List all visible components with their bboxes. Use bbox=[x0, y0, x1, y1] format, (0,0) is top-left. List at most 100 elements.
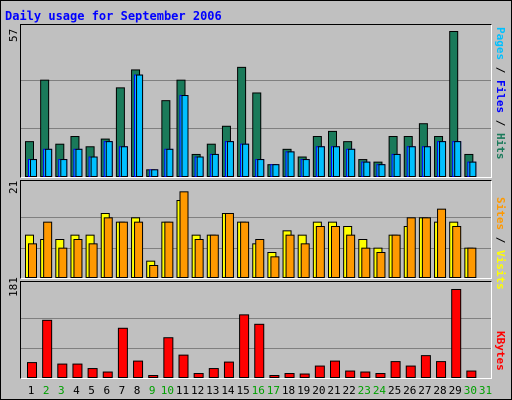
bar-kbytes-day-16 bbox=[254, 323, 265, 378]
bar-sites-day-16 bbox=[255, 239, 265, 278]
y-max-label-sites: 21 bbox=[7, 180, 20, 194]
bar-kbytes-day-13 bbox=[208, 368, 219, 378]
bar-pages-day-21 bbox=[333, 146, 340, 177]
bar-pages-day-15 bbox=[242, 143, 250, 177]
day-label: 18 bbox=[282, 384, 295, 397]
day-label: 30 bbox=[464, 384, 477, 397]
bar-kbytes-day-19 bbox=[299, 373, 310, 378]
bar-pages-day-30 bbox=[469, 161, 477, 177]
bar-sites-day-28 bbox=[437, 208, 447, 278]
bar-pages-day-8 bbox=[136, 74, 144, 177]
day-label: 24 bbox=[373, 384, 387, 397]
legend-segment: / bbox=[494, 60, 507, 80]
bar-pages-day-19 bbox=[302, 159, 310, 177]
bar-sites-day-15 bbox=[240, 221, 250, 278]
bar-sites-day-22 bbox=[346, 234, 356, 278]
day-label: 4 bbox=[73, 384, 80, 397]
bar-pages-day-20 bbox=[317, 146, 325, 177]
bar-sites-day-6 bbox=[103, 217, 113, 278]
bar-sites-day-5 bbox=[88, 243, 98, 278]
bar-sites-day-29 bbox=[452, 226, 462, 278]
day-label: 25 bbox=[388, 384, 401, 397]
day-label: 17 bbox=[267, 384, 280, 397]
bar-kbytes-day-8 bbox=[133, 360, 144, 378]
bar-sites-day-18 bbox=[285, 234, 295, 278]
bar-pages-day-6 bbox=[105, 141, 113, 177]
day-label: 14 bbox=[221, 384, 235, 397]
kbytes-panel bbox=[20, 281, 492, 379]
bar-pages-day-12 bbox=[196, 156, 204, 177]
day-label: 2 bbox=[43, 384, 50, 397]
legend-segment: Visits bbox=[494, 250, 507, 290]
bar-kbytes-day-22 bbox=[345, 370, 356, 378]
kbytes-chart bbox=[21, 288, 491, 378]
bar-sites-day-26 bbox=[406, 217, 416, 278]
day-label: 9 bbox=[149, 384, 156, 397]
bar-pages-day-2 bbox=[45, 148, 53, 177]
bar-sites-day-17 bbox=[270, 256, 280, 278]
day-label: 11 bbox=[176, 384, 189, 397]
bar-pages-day-25 bbox=[393, 153, 401, 177]
day-label: 5 bbox=[88, 384, 95, 397]
day-label: 26 bbox=[403, 384, 416, 397]
bar-pages-day-29 bbox=[454, 141, 462, 177]
bar-kbytes-day-24 bbox=[375, 373, 386, 378]
bar-kbytes-day-12 bbox=[193, 373, 204, 378]
legend-kbytes: KBytes bbox=[494, 331, 507, 371]
bar-pages-day-16 bbox=[257, 159, 265, 177]
bar-pages-day-26 bbox=[408, 146, 416, 177]
bar-sites-day-9 bbox=[149, 265, 159, 278]
y-max-label-kbytes: 181 bbox=[7, 277, 20, 297]
legend-segment: Sites bbox=[494, 197, 507, 231]
bar-kbytes-day-18 bbox=[284, 373, 295, 378]
sites-visits-chart bbox=[21, 191, 491, 278]
day-label: 10 bbox=[161, 384, 174, 397]
bar-sites-day-14 bbox=[224, 213, 234, 278]
bar-pages-day-23 bbox=[363, 161, 371, 177]
day-label: 3 bbox=[58, 384, 65, 397]
bar-pages-day-1 bbox=[30, 159, 37, 177]
day-label: 19 bbox=[297, 384, 310, 397]
bar-pages-day-4 bbox=[75, 148, 83, 177]
bar-sites-day-7 bbox=[118, 221, 128, 278]
bar-kbytes-day-11 bbox=[178, 354, 189, 378]
bar-sites-day-19 bbox=[300, 243, 310, 278]
bar-pages-day-3 bbox=[60, 159, 68, 177]
bar-kbytes-day-15 bbox=[239, 314, 250, 378]
bar-sites-day-21 bbox=[331, 226, 340, 278]
legend-segment: Files bbox=[494, 80, 507, 114]
legend-pages-files-hits: Pages / Files / Hits bbox=[494, 27, 507, 160]
day-label: 23 bbox=[358, 384, 371, 397]
bar-kbytes-day-26 bbox=[405, 365, 416, 378]
day-label: 20 bbox=[312, 384, 325, 397]
bar-sites-day-27 bbox=[421, 217, 431, 278]
bar-pages-day-5 bbox=[90, 156, 98, 177]
day-label: 29 bbox=[449, 384, 462, 397]
bar-sites-day-12 bbox=[194, 239, 204, 278]
bar-sites-day-13 bbox=[209, 234, 219, 278]
bar-pages-day-13 bbox=[211, 153, 219, 177]
bar-kbytes-day-23 bbox=[360, 371, 371, 378]
hits-files-pages-chart bbox=[21, 31, 491, 177]
bar-sites-day-25 bbox=[391, 234, 401, 278]
sites-visits-panel bbox=[20, 180, 492, 279]
bar-pages-day-9 bbox=[151, 169, 159, 177]
bar-kbytes-day-6 bbox=[102, 371, 113, 378]
y-max-label-hits: 57 bbox=[7, 28, 20, 42]
legend-segment: Pages bbox=[494, 27, 507, 61]
bar-kbytes-day-7 bbox=[117, 327, 128, 378]
day-label: 31 bbox=[479, 384, 492, 397]
bar-pages-day-28 bbox=[439, 141, 447, 177]
legend-sites-visits: Sites / Visits bbox=[494, 197, 507, 290]
bar-pages-day-10 bbox=[166, 148, 174, 177]
day-label: 22 bbox=[343, 384, 356, 397]
bar-sites-day-10 bbox=[164, 221, 174, 278]
bar-kbytes-day-4 bbox=[72, 363, 83, 378]
bar-sites-day-24 bbox=[376, 252, 386, 278]
bar-kbytes-day-10 bbox=[163, 337, 174, 378]
chart-title: Daily usage for September 2006 bbox=[5, 9, 222, 23]
bar-sites-day-20 bbox=[315, 226, 325, 278]
bar-sites-day-3 bbox=[58, 247, 68, 278]
bar-kbytes-day-21 bbox=[330, 360, 340, 378]
